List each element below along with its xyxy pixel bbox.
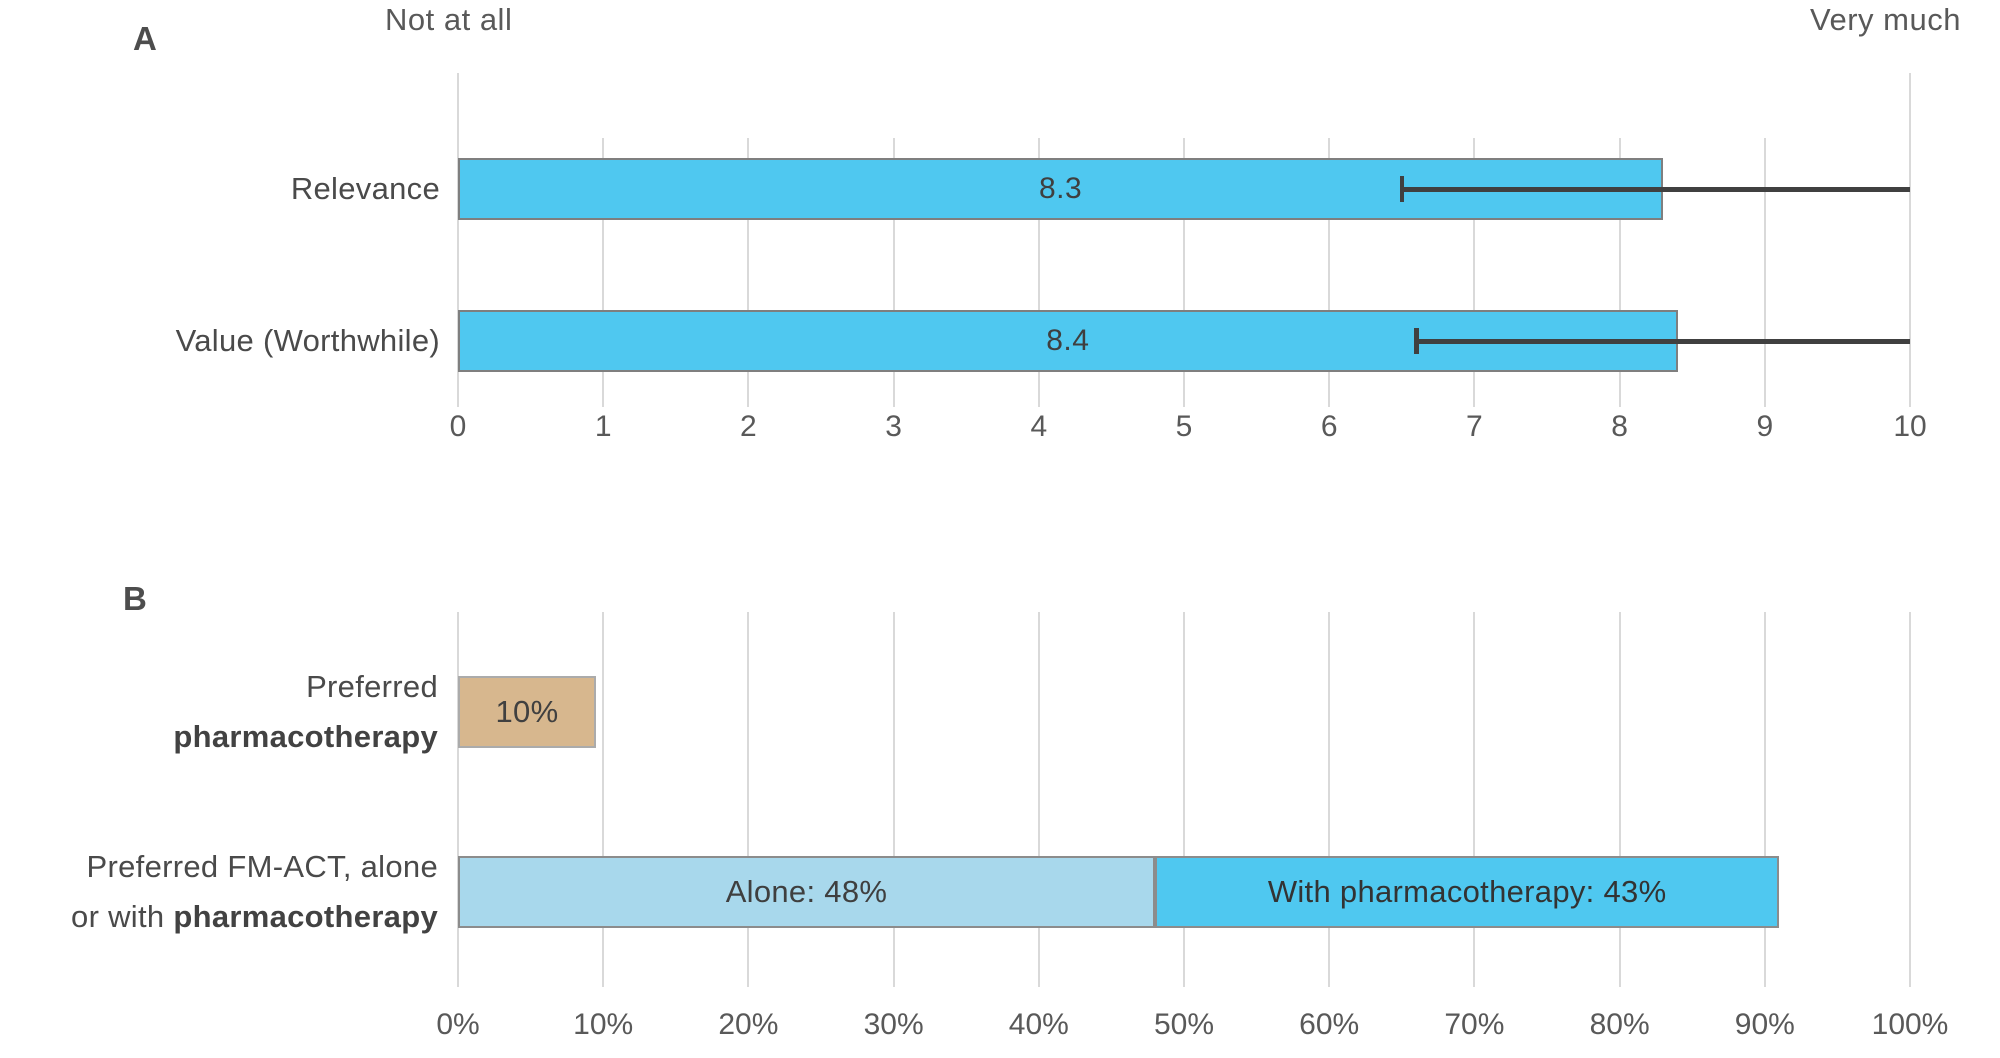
x-axis-tick-label: 70% — [1444, 1008, 1505, 1041]
segment-value-label: With pharmacotherapy: 43% — [1267, 874, 1667, 909]
gridline — [1763, 138, 1766, 407]
category-label: Relevance — [290, 171, 440, 206]
x-axis-tick-label: 3 — [885, 410, 902, 443]
x-axis-tick-label: 4 — [1030, 410, 1048, 443]
error-bar — [1416, 338, 1910, 344]
gridline — [457, 73, 459, 407]
bar-segment — [458, 856, 1155, 928]
gridline — [1473, 138, 1476, 407]
error-bar — [1401, 186, 1910, 192]
gridline — [1763, 612, 1766, 987]
x-axis-tick-label: 80% — [1589, 1008, 1650, 1041]
category-label-run: or with — [71, 899, 174, 934]
gridline — [1473, 612, 1476, 987]
x-axis-tick-label: 2 — [740, 410, 757, 443]
gridline — [1618, 138, 1621, 407]
gridline — [1328, 612, 1331, 987]
category-label-bold-run: pharmacotherapy — [173, 719, 438, 754]
bar-segment — [458, 676, 596, 748]
gridline — [1183, 612, 1185, 987]
x-axis-tick-label: 30% — [863, 1008, 924, 1041]
gridline — [1037, 612, 1040, 987]
gridline — [602, 612, 605, 987]
x-axis-tick-label: 5 — [1175, 410, 1193, 443]
gridline — [892, 138, 895, 407]
category-label-run: Preferred — [306, 669, 438, 704]
category-label-bold-run: pharmacotherapy — [173, 899, 438, 934]
gridline — [747, 138, 750, 407]
category-label-line: or with pharmacotherapy — [71, 892, 438, 942]
scale-anchor-right-label: Very much — [1810, 2, 1961, 37]
x-axis-tick-label: 1 — [594, 410, 612, 443]
x-axis-tick-label: 10 — [1893, 410, 1927, 443]
x-axis-tick-label: 0 — [449, 410, 467, 443]
x-axis-tick-label: 8 — [1611, 410, 1628, 443]
bar-segment — [1154, 856, 1780, 928]
x-axis-tick-label: 6 — [1320, 410, 1338, 443]
category-label: Preferred FM-ACT, alone or with pharmacot… — [71, 842, 438, 942]
category-label-line: pharmacotherapy — [173, 712, 438, 762]
category-label-line: Preferred FM-ACT, alone — [71, 842, 438, 892]
gridline — [1618, 612, 1621, 987]
x-axis-tick-label: 100% — [1871, 1008, 1949, 1041]
error-bar-left-cap — [1399, 176, 1405, 202]
segment-value-label: Alone: 48% — [725, 874, 888, 909]
gridline — [747, 612, 750, 987]
x-axis-tick-label: 60% — [1299, 1008, 1360, 1041]
panel-b-label: B — [123, 580, 148, 617]
x-axis-tick-label: 0% — [436, 1008, 480, 1041]
x-axis-tick-label: 7 — [1466, 410, 1483, 443]
gridline — [1037, 138, 1040, 407]
bar-value-label: 8.3 — [1038, 172, 1083, 205]
category-label: Preferred pharmacotherapy — [173, 662, 438, 762]
gridline — [602, 138, 605, 407]
gridline — [892, 612, 895, 987]
bar-value-label: 8.4 — [1046, 324, 1090, 357]
panel-a-label: A — [133, 20, 158, 57]
x-axis-tick-label: 90% — [1734, 1008, 1795, 1041]
segment-value-label: 10% — [495, 694, 559, 729]
gridline — [1328, 138, 1331, 407]
category-label: Value (Worthwhile) — [175, 323, 440, 358]
scale-anchor-left-label: Not at all — [385, 2, 513, 37]
category-label-line: Preferred — [173, 662, 438, 712]
x-axis-tick-label: 40% — [1008, 1008, 1069, 1041]
gridline — [1183, 138, 1185, 407]
gridline — [457, 612, 459, 987]
x-axis-tick-label: 20% — [718, 1008, 779, 1041]
gridline — [1909, 73, 1911, 407]
x-axis-tick-label: 50% — [1153, 1008, 1215, 1041]
x-axis-tick-label: 10% — [573, 1008, 634, 1041]
gridline — [1909, 612, 1911, 987]
error-bar-left-cap — [1414, 328, 1419, 354]
category-label-run: Preferred FM-ACT, alone — [86, 849, 438, 884]
x-axis-tick-label: 9 — [1756, 410, 1774, 443]
